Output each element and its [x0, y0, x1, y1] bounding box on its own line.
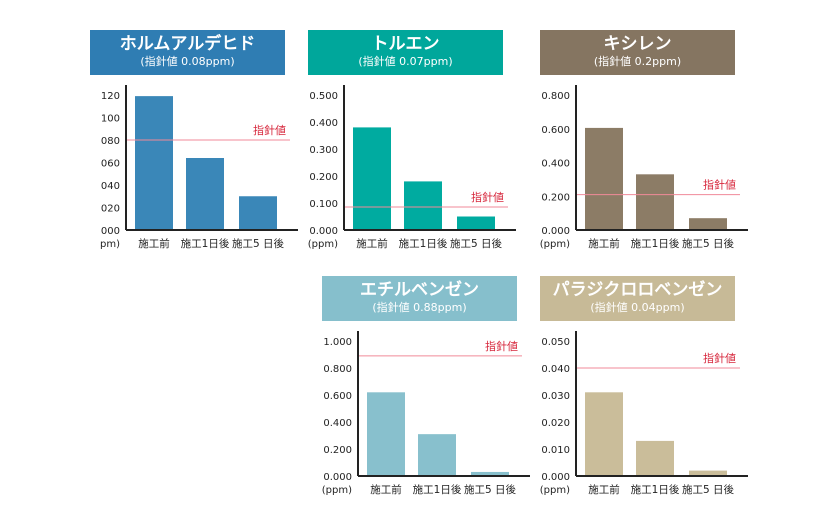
y-tick-label: 000: [101, 226, 120, 237]
plot: 0.000 0.100 0.200 0.300 0.400 0.500 施工前 施工1日後 施工…: [308, 85, 516, 250]
x-tick-label: 施工前: [588, 237, 620, 250]
chart-subtitle: (指針値 0.04ppm): [590, 301, 685, 314]
unit-label: (ppm): [308, 239, 338, 250]
chart-header: エチルベンゼン (指針値 0.88ppm): [322, 276, 517, 321]
chart-subtitle: (指針値 0.2ppm): [593, 55, 682, 68]
chart-xylene: キシレン (指針値 0.2ppm) 0.000 0.200 0.400 0.600 0.80…: [540, 30, 755, 263]
y-tick-label: 0.050: [541, 337, 570, 348]
guideline-label: 指針値: [703, 351, 736, 365]
y-tick-label: 080: [101, 136, 120, 147]
x-tick-label: 施工5 日後: [232, 237, 285, 250]
bar: [418, 434, 456, 476]
y-tick-label: 0.000: [541, 472, 570, 483]
bar: [689, 470, 727, 476]
guideline-label: 指針値: [253, 123, 286, 137]
chart-header: パラジクロロベンゼン (指針値 0.04ppm): [540, 276, 735, 321]
x-tick-label: 施工5 日後: [682, 237, 735, 250]
bar: [239, 196, 277, 230]
y-tick-label: 0.100: [309, 199, 338, 210]
bar: [585, 127, 623, 230]
plot: 0.000 0.010 0.020 0.030 0.040 0.050 施工前 施工1日後 施工…: [540, 331, 748, 496]
plot: 0.000 0.200 0.400 0.600 0.800 施工前 施工1日後 施工5 日後 指…: [540, 85, 748, 250]
y-tick-label: 1.000: [323, 337, 352, 348]
bar: [404, 181, 442, 230]
chart-title: キシレン: [603, 34, 672, 54]
x-tick-label: 施工1日後: [181, 237, 230, 250]
x-tick-label: 施工前: [370, 483, 402, 496]
chart-title: パラジクロロベンゼン: [552, 280, 723, 300]
chart-subtitle: (指針値 0.07ppm): [358, 55, 453, 68]
y-tick-label: 0.200: [541, 192, 570, 203]
y-tick-label: 0.500: [309, 91, 338, 102]
bar: [689, 218, 727, 230]
bar: [367, 392, 405, 476]
x-tick-label: 施工5 日後: [464, 483, 517, 496]
plot: 0.000 0.200 0.400 0.600 0.800 1.000 施工前 施工1日後 施工…: [322, 331, 530, 496]
plot: 000 020 040 060 080 100 120 施工前 施工1日後 施工5 日後 指針値 pm…: [100, 85, 298, 250]
y-tick-label: 0.200: [323, 445, 352, 456]
y-tick-label: 0.040: [541, 364, 570, 375]
y-tick-label: 060: [101, 159, 120, 170]
guideline-label: 指針値: [471, 190, 504, 204]
y-tick-label: 0.300: [309, 145, 338, 156]
x-tick-label: 施工5 日後: [450, 237, 503, 250]
bar: [471, 471, 509, 476]
bar: [585, 392, 623, 476]
x-tick-label: 施工前: [138, 237, 170, 250]
x-tick-label: 施工1日後: [631, 237, 680, 250]
y-tick-label: 0.600: [541, 125, 570, 136]
y-tick-label: 0.600: [323, 391, 352, 402]
chart-paradichlorobenzene: パラジクロロベンゼン (指針値 0.04ppm) 0.000 0.010 0.020 0.…: [540, 276, 755, 509]
x-tick-label: 施工前: [588, 483, 620, 496]
unit-label: pm): [100, 239, 120, 250]
chart-title: エチルベンゼン: [360, 280, 479, 300]
bar: [135, 96, 173, 230]
unit-label: (ppm): [540, 239, 570, 250]
x-tick-label: 施工1日後: [399, 237, 448, 250]
chart-title: トルエン: [371, 34, 440, 54]
chart-header: トルエン (指針値 0.07ppm): [308, 30, 503, 75]
y-tick-label: 0.030: [541, 391, 570, 402]
y-tick-label: 100: [101, 114, 120, 125]
bar: [636, 174, 674, 230]
bar: [457, 216, 495, 230]
guideline-label: 指針値: [485, 339, 518, 353]
y-tick-label: 0.010: [541, 445, 570, 456]
y-tick-label: 0.000: [309, 226, 338, 237]
x-tick-label: 施工1日後: [631, 483, 680, 496]
chart-toluene: トルエン (指針値 0.07ppm) 0.000 0.100 0.200 0.300 0.4…: [308, 30, 523, 263]
y-tick-label: 0.400: [309, 118, 338, 129]
x-tick-label: 施工1日後: [413, 483, 462, 496]
chart-title: ホルムアルデヒド: [119, 34, 256, 54]
guideline-label: 指針値: [703, 178, 736, 192]
bar: [353, 127, 391, 230]
chart-formaldehyde: ホルムアルデヒド (指針値 0.08ppm) 000 020 040 060 080 100 1…: [90, 30, 305, 263]
unit-label: (ppm): [540, 485, 570, 496]
y-tick-label: 0.000: [541, 226, 570, 237]
y-tick-label: 040: [101, 181, 120, 192]
y-tick-label: 020: [101, 204, 120, 215]
chart-subtitle: (指針値 0.08ppm): [140, 55, 235, 68]
y-tick-label: 120: [101, 91, 120, 102]
y-tick-label: 0.000: [323, 472, 352, 483]
y-tick-label: 0.400: [323, 418, 352, 429]
x-tick-label: 施工5 日後: [682, 483, 735, 496]
chart-ethylbenzene: エチルベンゼン (指針値 0.88ppm) 0.000 0.200 0.400 0.600…: [322, 276, 537, 509]
chart-subtitle: (指針値 0.88ppm): [372, 301, 467, 314]
y-tick-label: 0.800: [323, 364, 352, 375]
bar: [186, 158, 224, 230]
x-tick-label: 施工前: [356, 237, 388, 250]
y-tick-label: 0.200: [309, 172, 338, 183]
bar: [636, 440, 674, 476]
y-tick-label: 0.800: [541, 91, 570, 102]
chart-header: キシレン (指針値 0.2ppm): [540, 30, 735, 75]
y-tick-label: 0.020: [541, 418, 570, 429]
unit-label: (ppm): [322, 485, 352, 496]
chart-header: ホルムアルデヒド (指針値 0.08ppm): [90, 30, 285, 75]
y-tick-label: 0.400: [541, 159, 570, 170]
